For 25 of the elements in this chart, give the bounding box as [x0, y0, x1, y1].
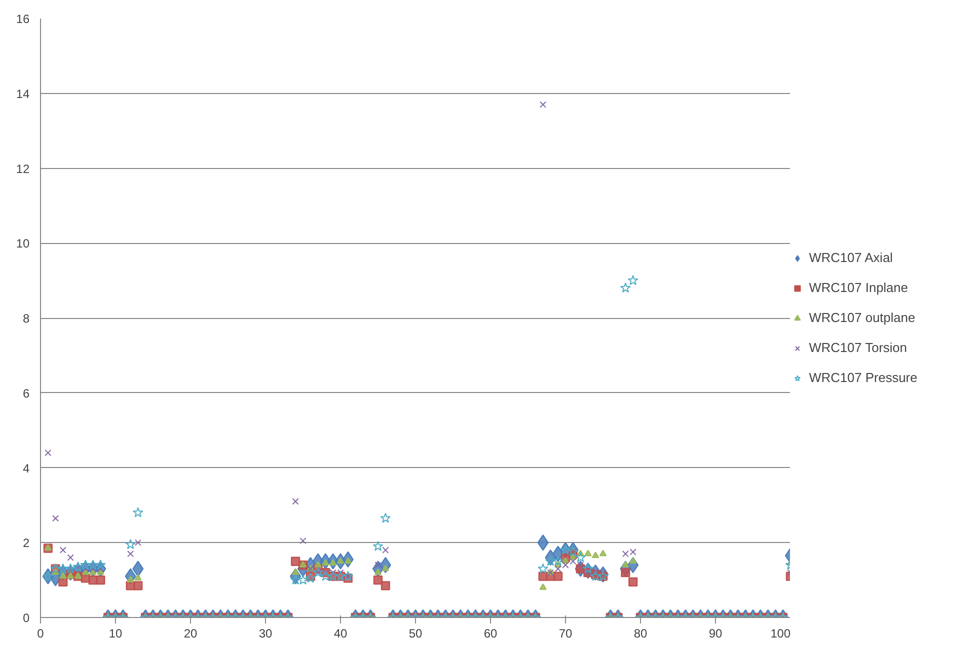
x-tick-label: 80 — [634, 626, 648, 640]
y-tick-label: 12 — [16, 162, 30, 176]
x-tick-label: 100 — [770, 626, 791, 640]
y-tick-label: 10 — [16, 236, 30, 251]
x-tick-label: 90 — [708, 626, 722, 640]
x-tick-label: 30 — [258, 626, 272, 640]
legend-label: WRC107 Inplane — [809, 280, 908, 295]
y-tick-label: 2 — [22, 536, 30, 550]
y-tick-label: 8 — [22, 312, 30, 326]
y-tick-label: 4 — [22, 461, 30, 476]
legend-label: WRC107 Axial — [809, 250, 893, 265]
x-tick-label: 0 — [37, 626, 44, 640]
legend-label: WRC107 Pressure — [809, 370, 918, 385]
legend-label: WRC107 outplane — [809, 310, 916, 325]
y-tick-label: 0 — [22, 611, 30, 625]
x-tick-label: 70 — [558, 626, 572, 640]
x-tick-label: 50 — [408, 626, 422, 640]
x-tick-label: 20 — [184, 626, 198, 640]
x-tick-label: 40 — [334, 626, 348, 640]
y-tick-label: 14 — [16, 86, 30, 101]
y-tick-label: 16 — [16, 12, 30, 26]
y-tick-label: 6 — [22, 386, 30, 400]
legend-label: WRC107 Torsion — [809, 340, 908, 355]
x-tick-label: 10 — [108, 626, 122, 640]
x-tick-label: 60 — [484, 626, 498, 640]
